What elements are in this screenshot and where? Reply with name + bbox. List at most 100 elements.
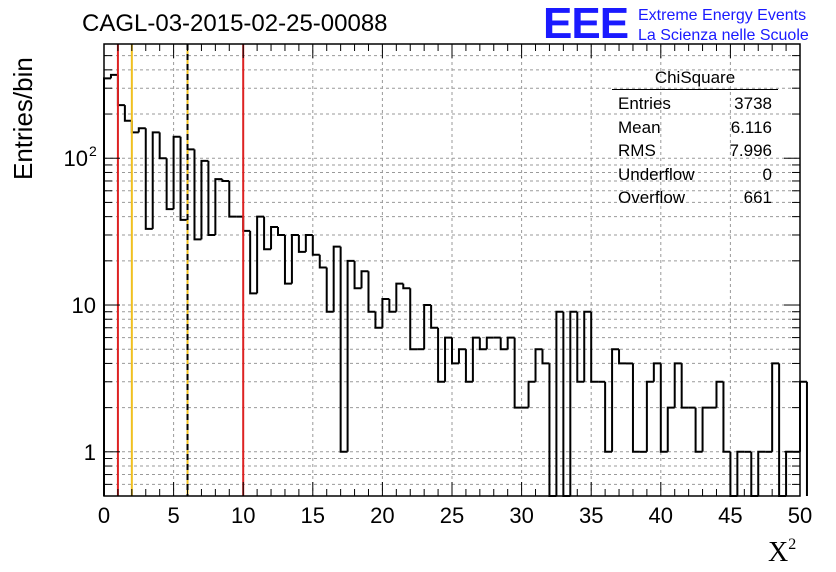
- histogram-bin: [346, 259, 355, 452]
- stats-value: 0: [762, 164, 772, 184]
- histogram-bin: [165, 158, 174, 211]
- histogram-bin: [673, 362, 682, 408]
- stats-row-underflow: Underflow 0: [612, 163, 778, 187]
- x-tick-label: 0: [98, 503, 110, 528]
- histogram-bin: [451, 337, 459, 365]
- histogram-bin: [548, 363, 557, 497]
- histogram-bin: [736, 450, 745, 496]
- histogram-bin: [130, 120, 139, 134]
- histogram-bin: [562, 311, 571, 497]
- histogram-bin: [778, 363, 787, 497]
- x-tick-label: 40: [649, 503, 673, 528]
- histogram-bin: [694, 407, 703, 453]
- histogram-bin: [172, 135, 181, 210]
- x-tick-label: 10: [231, 503, 255, 528]
- histogram-bin: [381, 297, 390, 328]
- stats-value: 6.116: [730, 117, 772, 137]
- stats-value: 7.996: [729, 141, 772, 161]
- stats-value: 661: [743, 188, 772, 208]
- histogram-bin: [353, 260, 362, 290]
- x-tick-label: 30: [509, 503, 533, 528]
- histogram-bin: [277, 227, 285, 236]
- histogram-bin: [200, 159, 209, 240]
- histogram-bin: [527, 380, 536, 408]
- histogram-bin: [402, 283, 411, 290]
- histogram-bin: [388, 298, 397, 313]
- histogram-bin: [618, 349, 626, 365]
- histogram-bin: [304, 233, 313, 252]
- histogram-bin: [423, 304, 432, 350]
- eee-logo: EEE: [543, 0, 629, 48]
- histogram-bin: [757, 450, 766, 496]
- histogram-bars: [103, 73, 808, 497]
- histogram-bin: [123, 105, 132, 122]
- histogram-bin: [374, 311, 383, 329]
- histogram-bin: [283, 234, 292, 285]
- histogram-bin: [506, 336, 515, 350]
- histogram-bin: [270, 226, 278, 250]
- histogram-bin: [534, 348, 543, 382]
- y-axis-label: Entries/bin: [8, 57, 38, 180]
- stats-box: ChiSquare Entries 3738 Mean 6.116 RMS 7.…: [612, 68, 778, 210]
- stats-label: Underflow: [618, 164, 695, 184]
- histogram-bin: [116, 74, 125, 107]
- x-tick-label: 5: [167, 503, 179, 528]
- histogram-bin: [367, 271, 376, 313]
- histogram-bin: [701, 406, 710, 452]
- chart-title: CAGL-03-2015-02-25-00088: [82, 10, 388, 37]
- histogram-bin: [256, 215, 265, 294]
- histogram-bin: [325, 267, 334, 313]
- stats-row-mean: Mean 6.116: [612, 116, 778, 140]
- x-axis-label-sup: 2: [788, 536, 797, 553]
- histogram-bin: [242, 216, 251, 232]
- histogram-bin: [444, 336, 452, 382]
- y-tick-label-exponent: 2: [89, 143, 97, 159]
- stats-row-rms: RMS 7.996: [612, 139, 778, 163]
- histogram-bin: [604, 381, 613, 453]
- histogram-bin: [297, 234, 306, 253]
- brand-name: Extreme Energy Events: [638, 7, 807, 24]
- histogram-bin: [652, 362, 661, 382]
- histogram-bin: [409, 288, 418, 351]
- x-tick-label: 20: [370, 503, 394, 528]
- histogram-bin: [360, 270, 369, 289]
- histogram-bin: [569, 310, 578, 496]
- x-axis-label-base: X: [768, 537, 789, 568]
- histogram-bin: [318, 254, 327, 269]
- histogram-bin: [771, 362, 780, 452]
- stats-row-overflow: Overflow 661: [612, 186, 778, 210]
- histogram-bin: [583, 310, 592, 382]
- y-tick-label: 1: [84, 440, 96, 465]
- histogram-bin: [430, 305, 439, 329]
- histogram-bin: [499, 337, 508, 351]
- stats-row-entries: Entries 3738: [612, 92, 778, 116]
- histogram-bin: [249, 230, 258, 295]
- histogram-bin: [186, 148, 195, 220]
- histogram-bin: [471, 336, 480, 382]
- histogram-bin: [221, 179, 230, 182]
- histogram-bin: [339, 246, 348, 453]
- histogram-bin: [611, 348, 620, 452]
- histogram-bin: [151, 131, 160, 229]
- stats-label: Entries: [618, 94, 671, 113]
- histogram-bin: [541, 349, 550, 365]
- histogram-bin: [311, 234, 320, 256]
- histogram-bin: [290, 233, 299, 284]
- histogram-bin: [214, 178, 223, 235]
- histogram-bin: [457, 348, 466, 364]
- stats-label: RMS: [618, 141, 656, 161]
- histogram-bin: [103, 77, 111, 496]
- histogram-bin: [722, 381, 731, 453]
- histogram-bin: [158, 132, 167, 160]
- histogram-bin: [263, 216, 272, 251]
- histogram-bin: [332, 245, 341, 312]
- histogram-bin: [576, 311, 585, 383]
- histogram-bin: [645, 380, 654, 452]
- histogram-bin: [555, 310, 564, 496]
- x-tick-label: 45: [718, 503, 742, 528]
- x-axis-label: X2: [768, 536, 796, 569]
- axis-ticks: [103, 43, 801, 497]
- histogram-bin: [395, 282, 404, 312]
- histogram-bin: [137, 127, 146, 133]
